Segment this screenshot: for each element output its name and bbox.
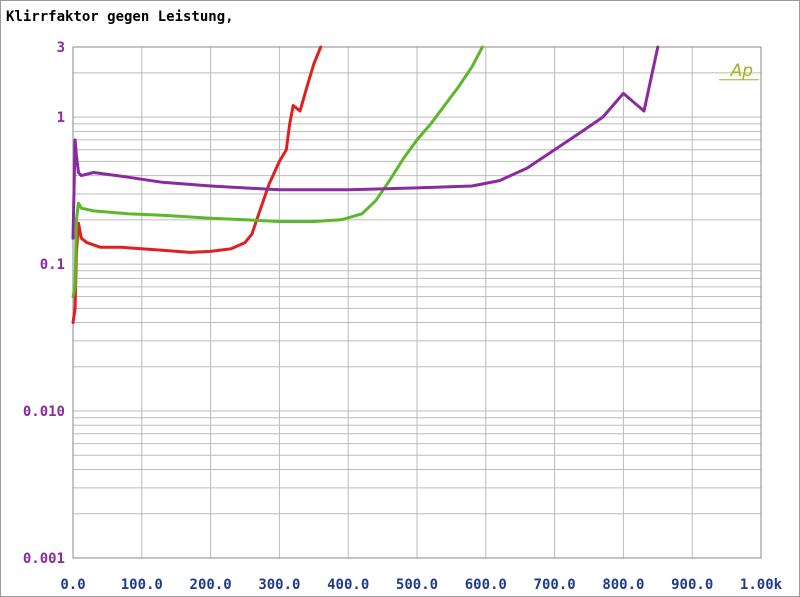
x-tick-label: 400.0 — [327, 577, 369, 593]
x-tick-label: 1.00k — [740, 577, 783, 593]
x-tick-label: 100.0 — [121, 577, 163, 593]
x-tick-label: 700.0 — [534, 577, 576, 593]
series-line-2 — [71, 45, 484, 299]
tick-labels: 0.001 0.010 0.1 1 3 0.0 100.0 200.0 300.0 400.0 50… — [23, 40, 783, 593]
series-line-1 — [71, 45, 323, 325]
grid — [72, 46, 762, 559]
x-tick-label: 500.0 — [396, 577, 438, 593]
chart-title: Klirrfaktor gegen Leistung, — [6, 9, 234, 25]
y-tick-label: 0.1 — [40, 257, 65, 273]
y-tick-label: 3 — [57, 40, 65, 56]
x-tick-label: 600.0 — [465, 577, 507, 593]
y-tick-label: 1 — [57, 110, 65, 126]
x-tick-label: 800.0 — [602, 577, 644, 593]
series-lines — [71, 45, 660, 325]
y-tick-label: 0.010 — [23, 404, 65, 420]
x-tick-label: 0.0 — [60, 577, 85, 593]
y-tick-label: 0.001 — [23, 551, 65, 567]
x-tick-label: 300.0 — [258, 577, 300, 593]
x-tick-label: 900.0 — [671, 577, 713, 593]
series-line-3 — [71, 45, 660, 240]
x-tick-label: 200.0 — [190, 577, 232, 593]
plot-border — [72, 46, 762, 559]
corner-label: Ap — [730, 61, 754, 81]
